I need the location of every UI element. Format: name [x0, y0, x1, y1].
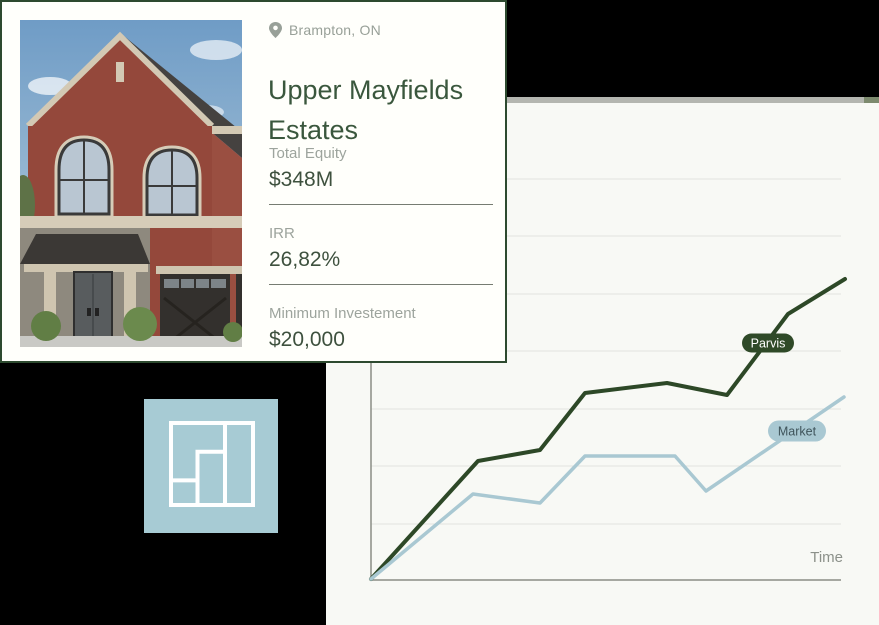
stat-label: IRR: [269, 225, 295, 242]
series-pill-label: Market: [778, 425, 817, 439]
stat-label: Minimum Investement: [269, 305, 416, 322]
series-pill-parvis: [742, 333, 794, 353]
property-title: Upper Mayfields Estates: [268, 75, 464, 146]
location-row: Brampton, ON: [269, 22, 381, 38]
property-card[interactable]: Brampton, ON Upper Mayfields Estates Tot…: [0, 0, 507, 363]
series-line-market: [369, 395, 846, 581]
property-stats: Total Equity $348M IRR 26,82% Minimum In…: [269, 145, 493, 364]
series-line-parvis: [369, 277, 847, 581]
series-pill-label: Parvis: [751, 337, 786, 351]
stat-value: $348M: [269, 168, 334, 191]
stat-total-equity: Total Equity $348M: [269, 145, 493, 205]
house-illustration: [20, 20, 242, 347]
x-axis-label: Time: [810, 549, 843, 566]
stat-irr: IRR 26,82%: [269, 225, 493, 285]
stat-minimum-investment: Minimum Investement $20,000: [269, 305, 493, 364]
parvis-logo-tile: [144, 399, 278, 533]
panel-top-bar-accent: [864, 97, 879, 103]
stat-value: 26,82%: [269, 248, 341, 271]
series-pill-market: [768, 420, 826, 442]
stat-label: Total Equity: [269, 145, 347, 162]
stat-value: $20,000: [269, 328, 345, 351]
location-pin-icon: [269, 22, 282, 38]
parvis-logo-icon: [169, 421, 255, 507]
location-text: Brampton, ON: [289, 22, 381, 38]
property-photo: [20, 20, 242, 347]
